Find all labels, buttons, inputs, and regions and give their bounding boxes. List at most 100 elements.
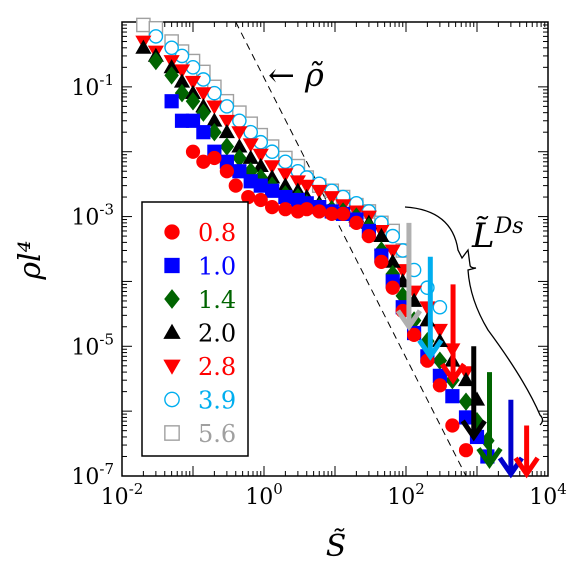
arrow-head: [513, 456, 540, 479]
legend-label: 2.0: [198, 320, 236, 348]
data-point: [264, 199, 280, 215]
data-point: [312, 204, 327, 219]
data-point: [218, 114, 235, 129]
data-point: [264, 183, 280, 198]
arrow-head: [439, 362, 467, 385]
data-point: [311, 184, 328, 199]
data-point: [231, 126, 248, 141]
marker-arrow: [460, 346, 487, 442]
legend-box: [141, 201, 249, 457]
data-point: [458, 392, 474, 411]
data-points: [135, 17, 495, 464]
legend-label: 1.4: [198, 286, 236, 314]
y-tick-label: 10-3: [71, 201, 114, 231]
data-point: [374, 254, 389, 270]
data-point: [264, 144, 280, 160]
axis-ticks: [121, 21, 549, 477]
data-point: [148, 51, 164, 71]
marker-arrow: [439, 284, 467, 385]
arrows: [395, 222, 540, 479]
guide-line: [235, 21, 467, 477]
legend-marker: [163, 323, 181, 339]
annotations: ← ρ̃ L̃Ds: [268, 56, 544, 426]
x-tick-label: 102: [387, 480, 425, 510]
arrow-head: [395, 309, 422, 332]
data-point: [206, 100, 223, 115]
data-point: [164, 66, 179, 85]
marker-arrow: [476, 372, 503, 469]
data-point: [278, 202, 293, 217]
data-point: [298, 179, 315, 194]
legend-label: 0.8: [198, 219, 236, 247]
marker-arrow: [417, 256, 444, 361]
data-point: [164, 94, 179, 109]
rho-annotation: ← ρ̃: [268, 56, 324, 94]
data-point: [196, 125, 211, 140]
data-point: [335, 206, 351, 221]
data-point: [385, 228, 401, 244]
legend-label: 5.6: [198, 420, 236, 448]
data-point: [278, 154, 293, 170]
data-point: [432, 378, 447, 393]
data-point: [148, 29, 164, 44]
data-point: [323, 191, 340, 206]
data-point: [431, 323, 448, 338]
legend: 0.8 1.0 1.4 2.0 2.8 3.9 5.6: [141, 201, 249, 457]
data-point: [458, 443, 474, 458]
data-point: [164, 40, 179, 56]
y-tick-label: 10-5: [71, 330, 114, 360]
data-point: [135, 39, 152, 54]
lds-annotation: L̃Ds: [471, 214, 524, 256]
legend-label: 2.8: [198, 353, 236, 381]
data-point: [299, 202, 314, 217]
arrow-head: [476, 447, 503, 469]
x-tick-label: 104: [529, 480, 567, 510]
legend-marker: [163, 359, 181, 375]
y-axis-title: ρl⁴: [13, 240, 48, 280]
x-axis-title: S̃: [326, 529, 347, 564]
data-point: [406, 327, 422, 342]
marker-arrow: [395, 222, 422, 332]
lds-brace: [404, 206, 544, 426]
legend-marker: [164, 224, 180, 240]
data-point: [242, 138, 259, 153]
data-point: [252, 148, 269, 163]
data-point: [457, 371, 475, 387]
data-point: [445, 389, 460, 404]
marker-arrow: [513, 425, 540, 479]
data-point: [349, 215, 364, 230]
x-tick-label: 100: [245, 480, 283, 510]
data-point: [253, 192, 268, 208]
data-point: [207, 150, 222, 166]
data-point: [174, 83, 190, 103]
data-point: [432, 299, 448, 315]
legend-marker: [164, 257, 180, 274]
data-point: [384, 244, 401, 259]
legend-label: 3.9: [198, 387, 236, 415]
data-point: [361, 228, 376, 244]
data-point: [277, 168, 294, 183]
data-point: [232, 113, 247, 129]
legend-marker: [164, 391, 180, 408]
x-tick-label: 10-2: [101, 480, 144, 510]
arrow-head: [417, 338, 444, 361]
data-point: [278, 189, 293, 205]
data-point: [136, 17, 151, 33]
y-tick-label: 10-1: [71, 71, 114, 101]
legend-label: 1.0: [198, 253, 236, 281]
guide-dashed-line: [235, 21, 467, 477]
legend-marker: [164, 289, 180, 309]
data-point: [219, 164, 234, 179]
data-point: [445, 418, 460, 433]
data-point: [264, 160, 281, 175]
data-point: [184, 75, 202, 90]
legend-marker: [164, 425, 180, 441]
arrow-head: [460, 419, 487, 442]
data-point: [185, 113, 201, 128]
data-point: [185, 92, 201, 111]
y-tick-label: 10-7: [71, 460, 114, 490]
data-point: [385, 280, 400, 295]
data-point: [228, 178, 243, 193]
data-point: [185, 144, 201, 159]
